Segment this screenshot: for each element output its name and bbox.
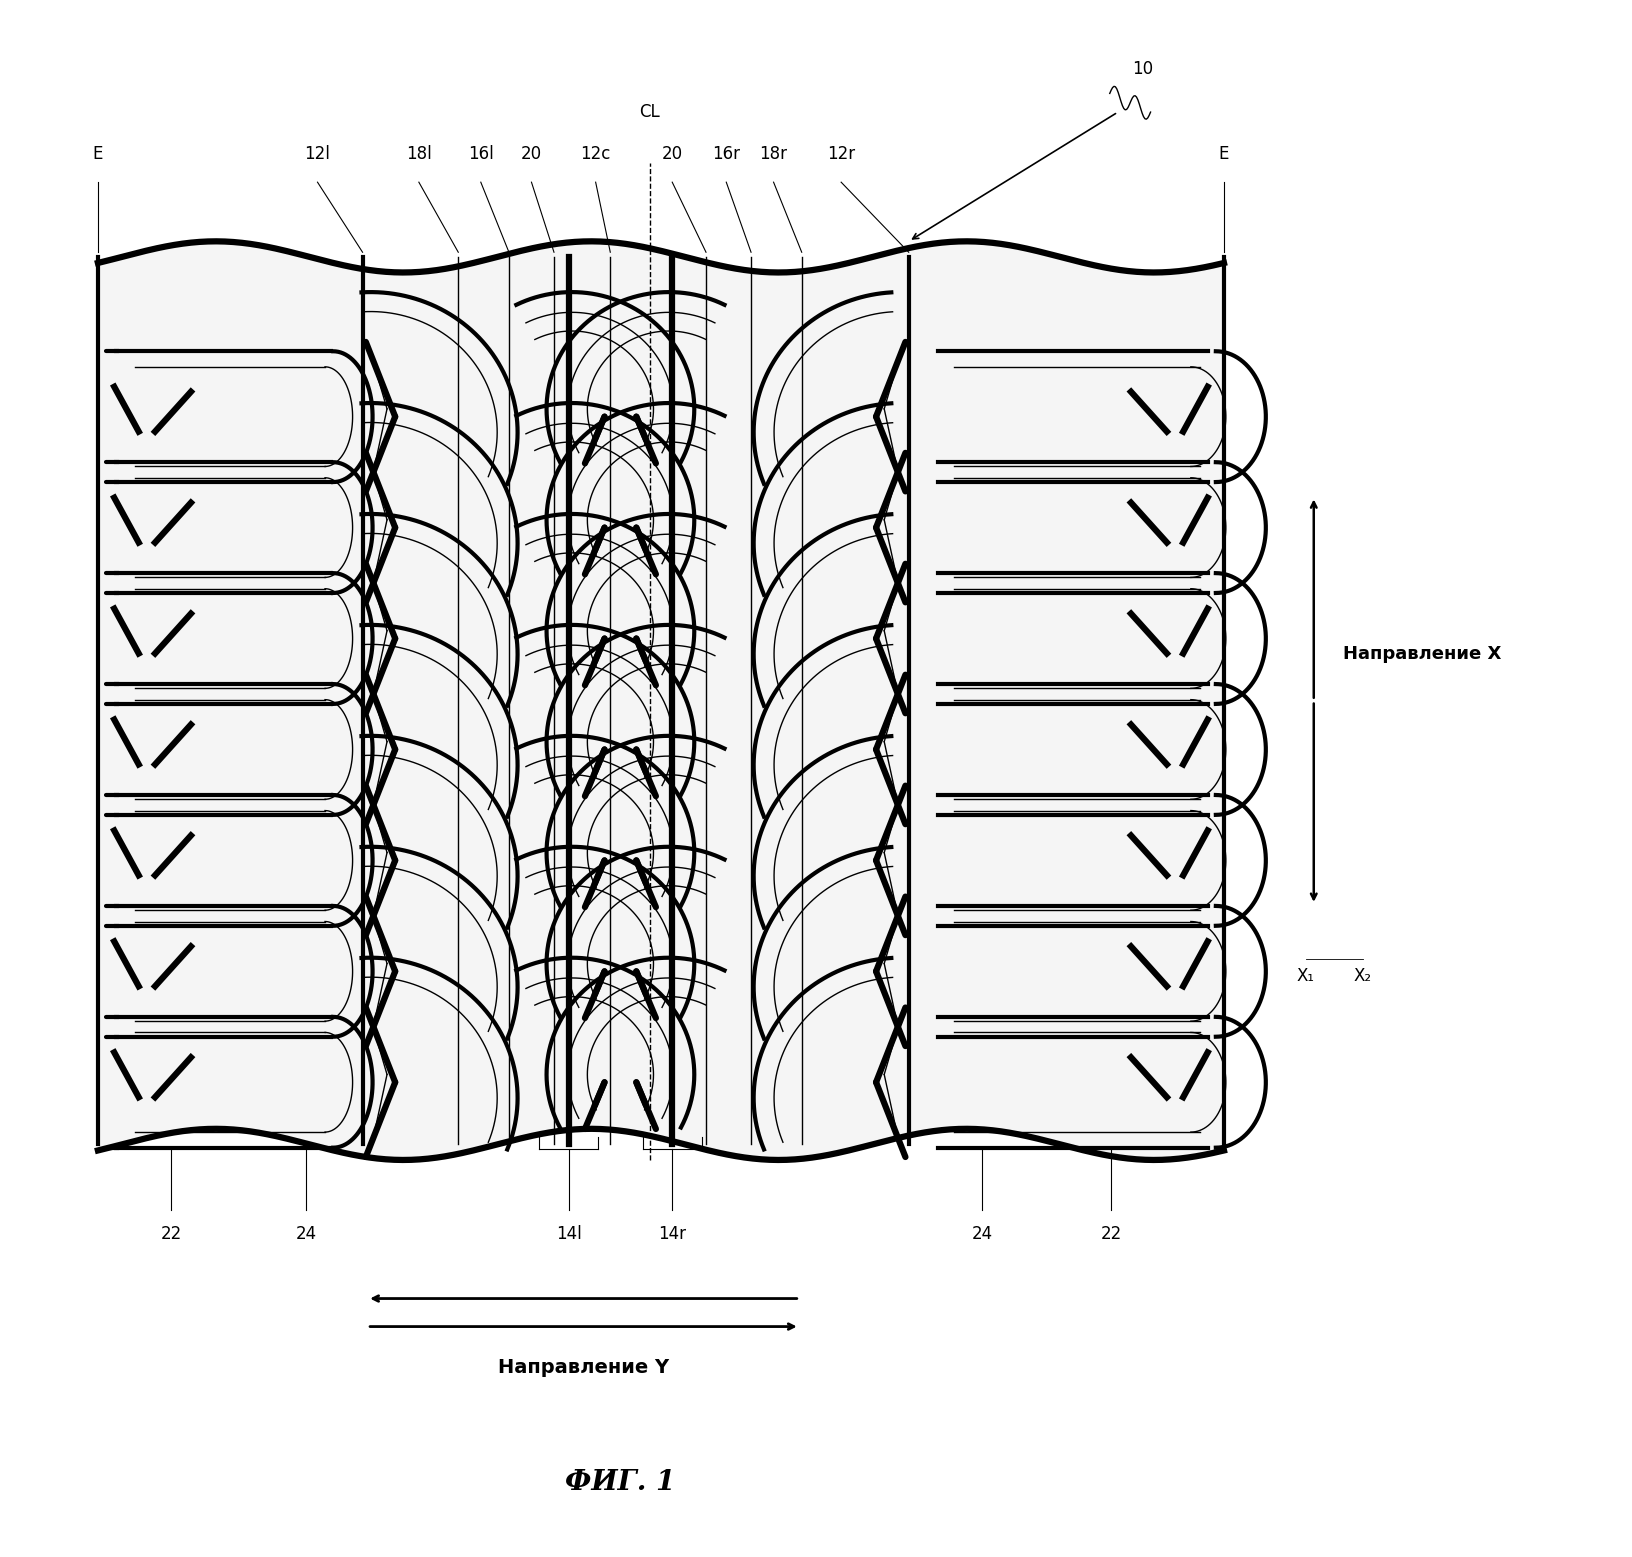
Text: 22: 22: [160, 1225, 181, 1244]
Text: 24: 24: [971, 1225, 992, 1244]
Text: 16l: 16l: [468, 145, 493, 163]
Text: 24: 24: [295, 1225, 317, 1244]
Text: 12c: 12c: [581, 145, 610, 163]
Text: 22: 22: [1100, 1225, 1123, 1244]
Text: 20: 20: [521, 145, 542, 163]
Polygon shape: [98, 241, 1224, 1160]
Text: X₁: X₁: [1296, 967, 1315, 986]
Text: 10: 10: [1133, 59, 1152, 78]
Text: X₂: X₂: [1353, 967, 1373, 986]
Text: CL: CL: [640, 103, 659, 121]
Text: ФИГ. 1: ФИГ. 1: [565, 1468, 676, 1496]
Text: 20: 20: [661, 145, 682, 163]
Text: Направление Y: Направление Y: [498, 1358, 669, 1376]
Polygon shape: [98, 241, 1224, 1160]
Text: 14r: 14r: [658, 1225, 685, 1244]
Text: 18l: 18l: [406, 145, 432, 163]
Text: 14l: 14l: [557, 1225, 581, 1244]
Text: Направление X: Направление X: [1343, 645, 1501, 663]
Text: 16r: 16r: [712, 145, 741, 163]
Text: 12r: 12r: [827, 145, 855, 163]
Text: 18r: 18r: [759, 145, 788, 163]
Text: 12l: 12l: [305, 145, 330, 163]
Text: E: E: [1219, 145, 1229, 163]
Text: E: E: [93, 145, 103, 163]
